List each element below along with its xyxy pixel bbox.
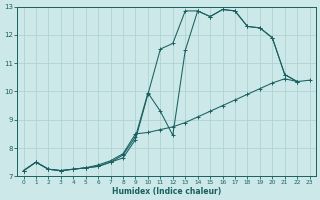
X-axis label: Humidex (Indice chaleur): Humidex (Indice chaleur) xyxy=(112,187,221,196)
